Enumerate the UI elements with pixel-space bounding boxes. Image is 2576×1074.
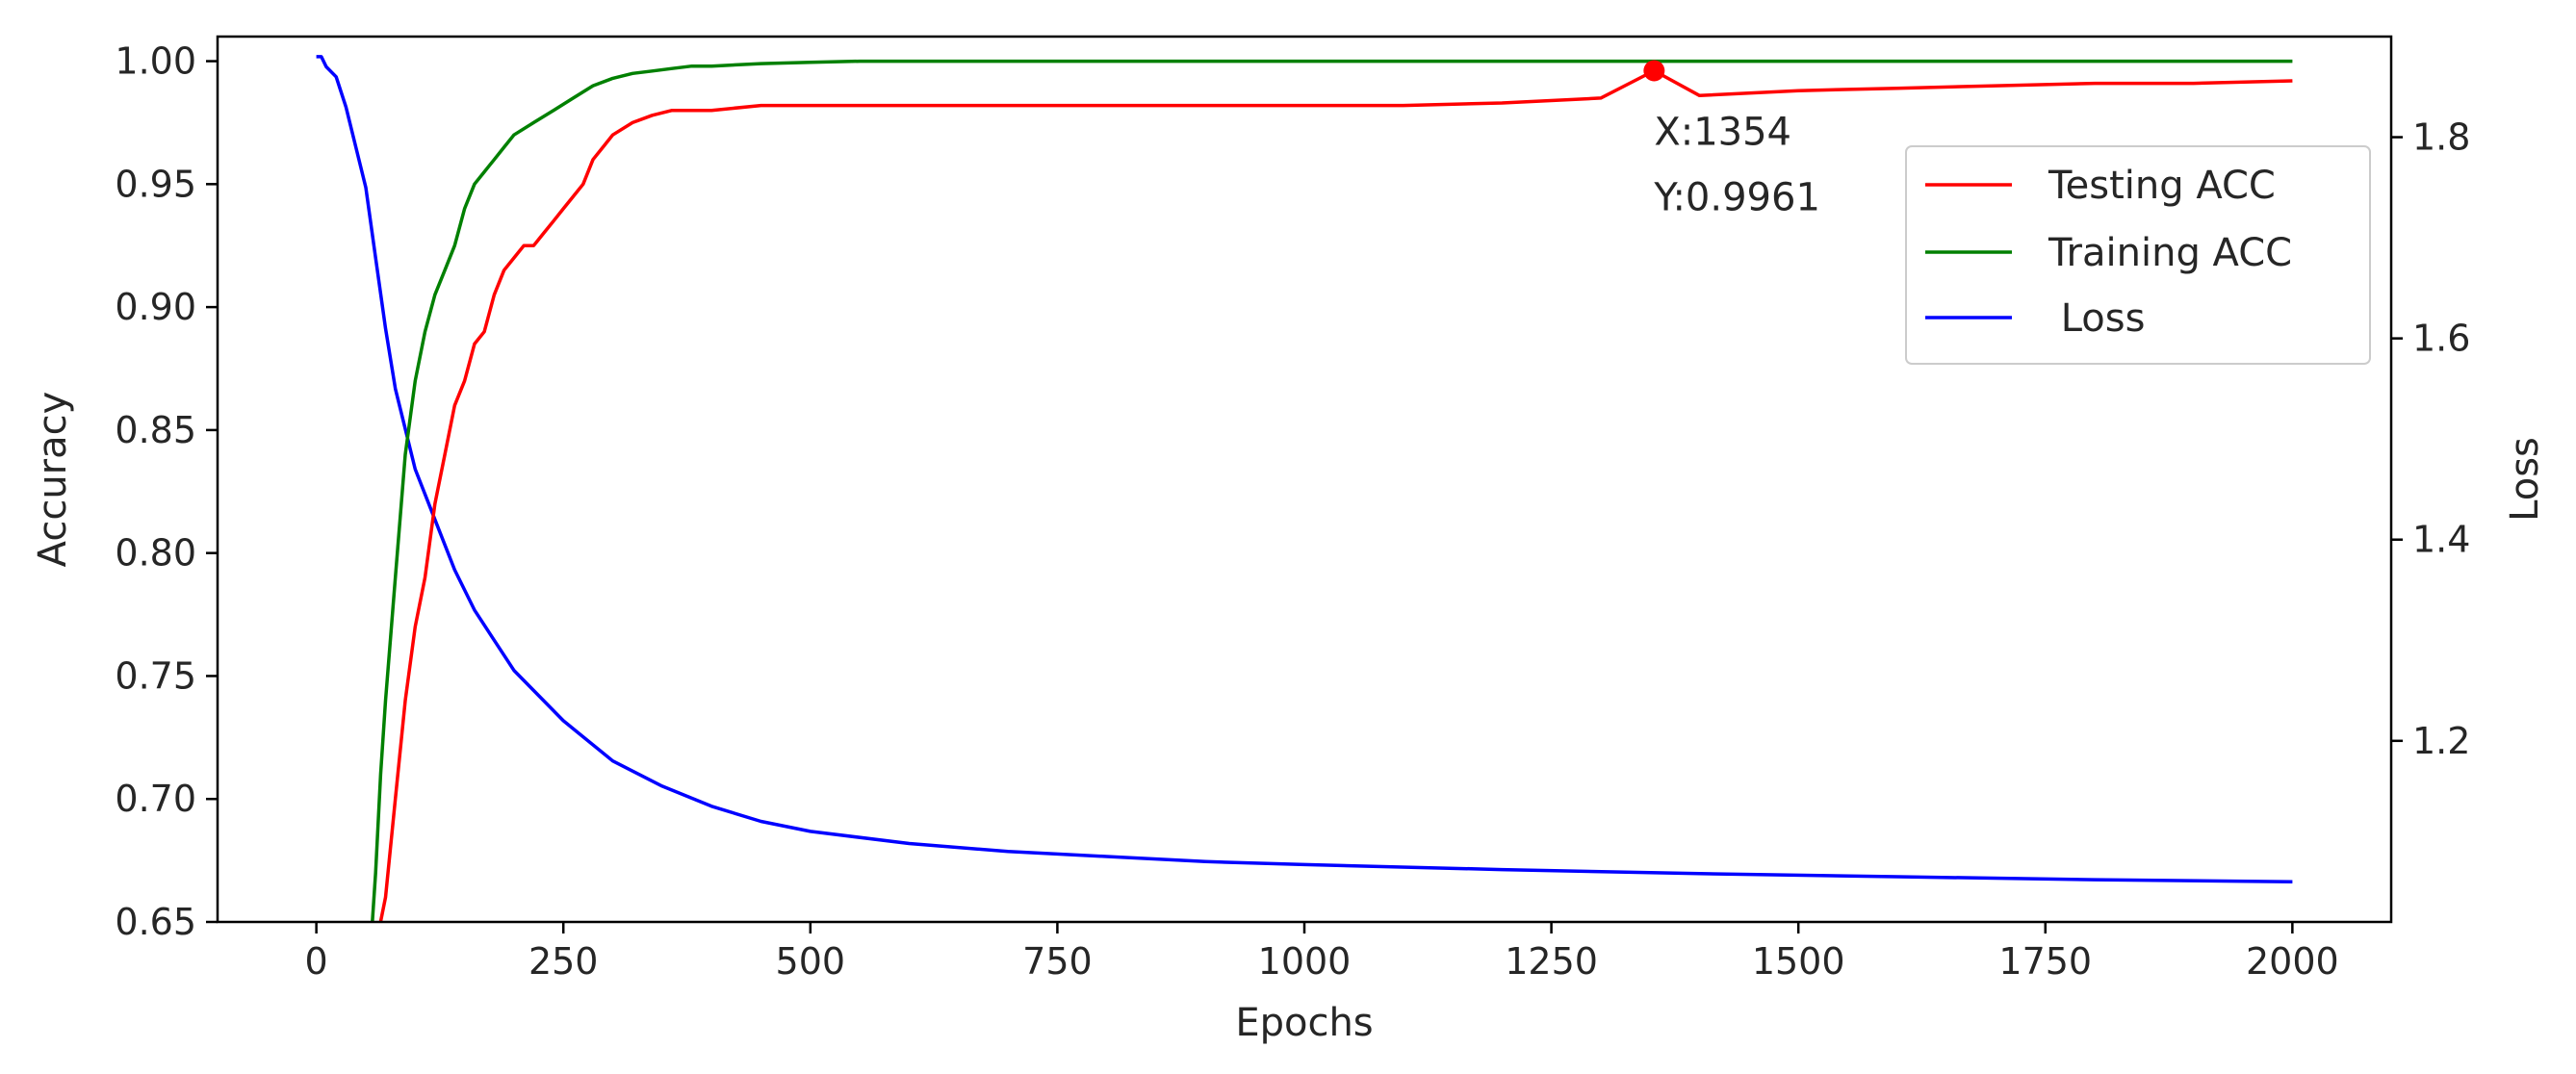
y-tick-label: 0.70 xyxy=(115,778,196,820)
y-tick-label: 0.90 xyxy=(115,286,196,328)
y-tick-label: 0.85 xyxy=(115,409,196,451)
x-tick-label: 1750 xyxy=(1998,940,2092,983)
x-tick-label: 500 xyxy=(776,940,846,983)
x-tick-label: 750 xyxy=(1022,940,1093,983)
y-tick-label: 0.80 xyxy=(115,532,196,575)
x-tick-label: 250 xyxy=(528,940,599,983)
x-tick-label: 0 xyxy=(305,940,328,983)
x-tick-label: 2000 xyxy=(2246,940,2339,983)
legend-label-training-acc: Training ACC xyxy=(2048,231,2292,275)
series-line-loss xyxy=(316,55,2293,883)
series-line-training-acc xyxy=(371,59,2293,922)
y2-tick-label: 1.6 xyxy=(2412,318,2470,360)
x-tick-label: 1500 xyxy=(1752,940,1845,983)
y-tick-label: 0.95 xyxy=(115,163,196,205)
y2-tick-label: 1.8 xyxy=(2412,116,2470,159)
legend-box xyxy=(1905,145,2371,365)
y2-tick-label: 1.4 xyxy=(2412,519,2470,561)
series-line-testing-acc xyxy=(378,68,2293,922)
legend: Testing ACC Training ACC Loss xyxy=(1905,145,2371,365)
y-axis-title: Accuracy xyxy=(31,392,75,568)
legend-label-testing-acc: Testing ACC xyxy=(2048,164,2276,208)
legend-label-loss: Loss xyxy=(2048,296,2145,341)
annotation-y-label: Y:0.9961 xyxy=(1653,176,1820,220)
annotation-marker xyxy=(1643,60,1665,82)
y2-tick-label: 1.2 xyxy=(2412,720,2470,762)
y-tick-label: 0.75 xyxy=(115,654,196,697)
x-tick-label: 1250 xyxy=(1505,940,1598,983)
x-tick-label: 1000 xyxy=(1258,940,1352,983)
series-layer xyxy=(316,55,2293,922)
y-tick-label: 0.65 xyxy=(115,901,196,943)
x-axis-title: Epochs xyxy=(1235,1001,1373,1045)
y2-axis-title: Loss xyxy=(2503,437,2547,522)
y-tick-label: 1.00 xyxy=(115,40,196,83)
point-annotation: X:1354 Y:0.9961 xyxy=(1643,60,1820,220)
ticks-layer: 0 250 500 750 1000 1250 1500 1750 2000 0.65 0.70 0.… xyxy=(115,40,2470,983)
annotation-x-label: X:1354 xyxy=(1654,111,1791,155)
